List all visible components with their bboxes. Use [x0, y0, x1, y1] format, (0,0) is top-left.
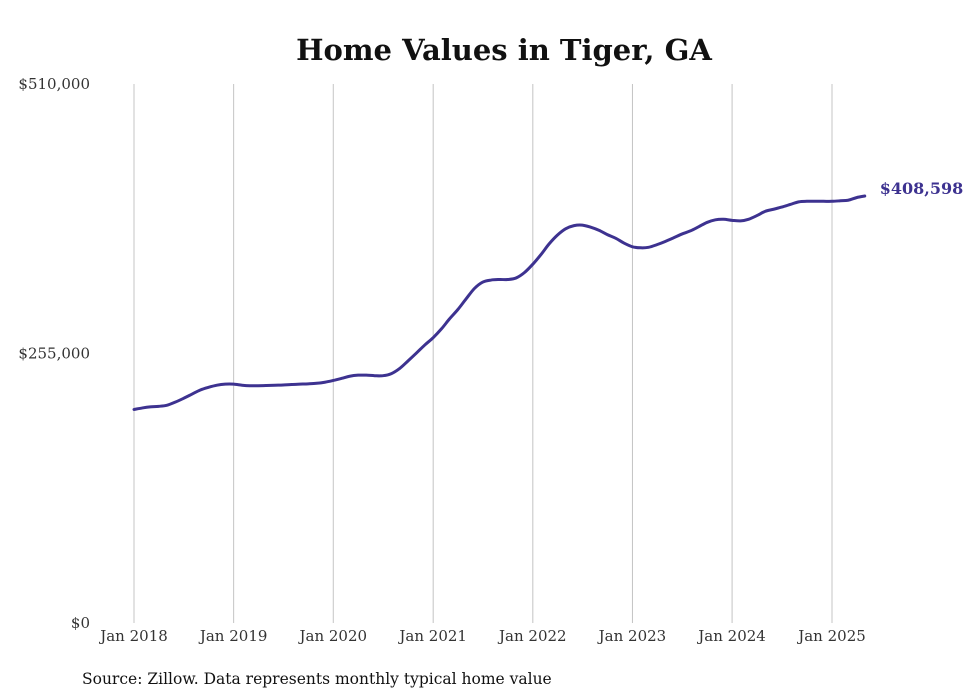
y-axis: $0 $255,000 $510,000 [18, 75, 90, 632]
series-line [132, 194, 867, 412]
y-tick-label: $255,000 [18, 345, 90, 363]
x-tick-label: Jan 2023 [597, 627, 667, 645]
y-tick-label: $510,000 [18, 75, 90, 93]
x-tick-label: Jan 2018 [98, 627, 168, 645]
x-tick-label: Jan 2020 [297, 627, 367, 645]
series-group: $408,598 [132, 179, 964, 412]
end-value-label: $408,598 [880, 179, 964, 198]
chart-title: Home Values in Tiger, GA [296, 33, 712, 67]
x-tick-label: Jan 2024 [696, 627, 766, 645]
x-tick-label: Jan 2021 [397, 627, 467, 645]
x-tick-label: Jan 2022 [497, 627, 567, 645]
y-tick-label: $0 [71, 614, 90, 632]
x-tick-label: Jan 2019 [198, 627, 268, 645]
vertical-gridlines [133, 84, 833, 623]
x-tick-label: Jan 2025 [796, 627, 866, 645]
source-note: Source: Zillow. Data represents monthly … [82, 670, 552, 688]
x-axis: Jan 2018 Jan 2019 Jan 2020 Jan 2021 Jan 2022… [98, 627, 866, 645]
